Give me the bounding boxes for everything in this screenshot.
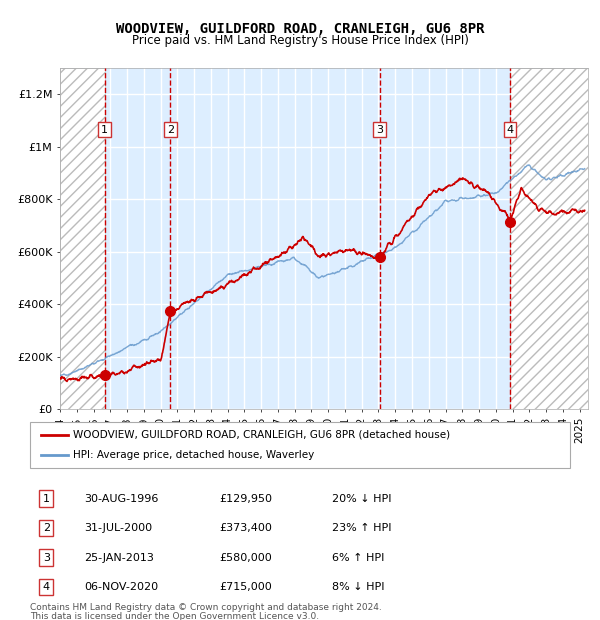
Text: 31-JUL-2000: 31-JUL-2000: [84, 523, 152, 533]
Text: This data is licensed under the Open Government Licence v3.0.: This data is licensed under the Open Gov…: [30, 612, 319, 620]
Text: 2: 2: [167, 125, 174, 135]
Text: 06-NOV-2020: 06-NOV-2020: [84, 582, 158, 592]
Text: 23% ↑ HPI: 23% ↑ HPI: [332, 523, 392, 533]
Text: 3: 3: [43, 552, 50, 562]
Text: 8% ↓ HPI: 8% ↓ HPI: [332, 582, 385, 592]
Text: WOODVIEW, GUILDFORD ROAD, CRANLEIGH, GU6 8PR (detached house): WOODVIEW, GUILDFORD ROAD, CRANLEIGH, GU6…: [73, 430, 451, 440]
Text: WOODVIEW, GUILDFORD ROAD, CRANLEIGH, GU6 8PR: WOODVIEW, GUILDFORD ROAD, CRANLEIGH, GU6…: [116, 22, 484, 36]
Text: £715,000: £715,000: [219, 582, 272, 592]
Text: 2: 2: [43, 523, 50, 533]
Text: 4: 4: [506, 125, 514, 135]
Text: 25-JAN-2013: 25-JAN-2013: [84, 552, 154, 562]
Text: 1: 1: [101, 125, 108, 135]
Text: 1: 1: [43, 494, 50, 503]
Text: 30-AUG-1996: 30-AUG-1996: [84, 494, 158, 503]
Bar: [60, 68, 104, 409]
Text: £580,000: £580,000: [219, 552, 272, 562]
Text: £129,950: £129,950: [219, 494, 272, 503]
Text: 20% ↓ HPI: 20% ↓ HPI: [332, 494, 392, 503]
Text: 4: 4: [43, 582, 50, 592]
Text: £373,400: £373,400: [219, 523, 272, 533]
Text: 6% ↑ HPI: 6% ↑ HPI: [332, 552, 385, 562]
Bar: [510, 68, 588, 409]
FancyBboxPatch shape: [30, 422, 570, 468]
Text: Contains HM Land Registry data © Crown copyright and database right 2024.: Contains HM Land Registry data © Crown c…: [30, 603, 382, 612]
Text: HPI: Average price, detached house, Waverley: HPI: Average price, detached house, Wave…: [73, 450, 314, 460]
Text: Price paid vs. HM Land Registry's House Price Index (HPI): Price paid vs. HM Land Registry's House …: [131, 34, 469, 47]
Text: 3: 3: [376, 125, 383, 135]
